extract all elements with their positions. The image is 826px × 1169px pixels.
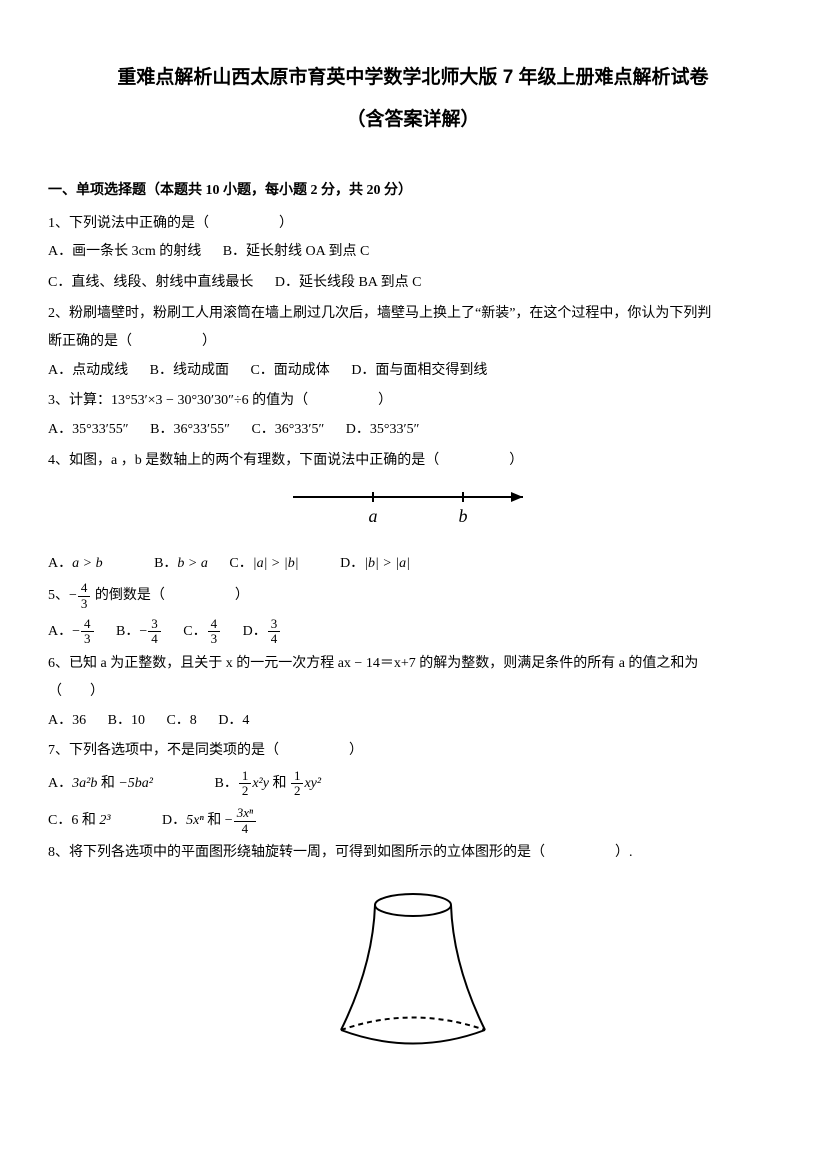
q4-opt-d: D．|b| > |a| <box>340 551 410 578</box>
q3-opt-b: B．36°33′55″ <box>150 417 230 444</box>
q2-stem-1: 2、粉刷墙壁时，粉刷工人用滚筒在墙上刷过几次后，墙壁马上换上了“新装”，在这个过… <box>48 301 778 328</box>
question-3: 3、计算：13°53′×3 − 30°30′30″÷6 的值为（ ） A．35°… <box>48 388 778 443</box>
question-6: 6、已知 a 为正整数，且关于 x 的一元一次方程 ax − 14＝x+7 的解… <box>48 651 778 735</box>
question-1: 1、下列说法中正确的是（ ） A．画一条长 3cm 的射线 B．延长射线 OA … <box>48 211 778 297</box>
q1-opt-b: B．延长射线 OA 到点 C <box>223 239 370 266</box>
q4-options: A．a > b B．b > a C．|a| > |b| D．|b| > |a| <box>48 551 778 578</box>
q2-opt-c: C．面动成体 <box>250 358 329 385</box>
q8-figure <box>48 875 778 1086</box>
q5-opt-a: A．−43 <box>48 617 95 647</box>
q2-opt-d: D．面与面相交得到线 <box>351 358 487 385</box>
q1-opt-a: A．画一条长 3cm 的射线 <box>48 239 201 266</box>
q6-stem-2: （ ） <box>48 679 778 706</box>
q4-opt-b: B．b > a <box>154 551 208 578</box>
q1-opt-d: D．延长线段 BA 到点 C <box>275 270 422 297</box>
q7-opt-d: D．5xⁿ 和 −3xⁿ4 <box>162 806 257 836</box>
q2-stem-2: 断正确的是（ ） <box>48 329 778 356</box>
q8-stem: 8、将下列各选项中的平面图形绕轴旋转一周，可得到如图所示的立体图形的是（ ）. <box>48 840 778 867</box>
q6-opt-d: D．4 <box>218 708 249 735</box>
q2-opt-a: A．点动成线 <box>48 358 128 385</box>
doc-subtitle: （含答案详解） <box>48 102 778 138</box>
question-2: 2、粉刷墙壁时，粉刷工人用滚筒在墙上刷过几次后，墙壁马上换上了“新装”，在这个过… <box>48 301 778 385</box>
q6-options: A．36 B．10 C．8 D．4 <box>48 708 778 735</box>
question-8: 8、将下列各选项中的平面图形绕轴旋转一周，可得到如图所示的立体图形的是（ ）. <box>48 840 778 1085</box>
svg-text:a: a <box>369 506 378 526</box>
question-5: 5、−43 的倒数是（ ） A．−43 B．−34 C．43 D．34 <box>48 581 778 646</box>
q7-opt-c: C．6 和 2³ <box>48 808 111 835</box>
q4-opt-c: C．|a| > |b| <box>229 551 298 578</box>
q7-options-row1: A．3a²b 和 −5ba² B．12x²y 和 12xy² <box>48 769 778 799</box>
q6-opt-b: B．10 <box>108 708 145 735</box>
q4-stem: 4、如图，a ，b 是数轴上的两个有理数，下面说法中正确的是（ ） <box>48 448 778 475</box>
q6-stem-1: 6、已知 a 为正整数，且关于 x 的一元一次方程 ax − 14＝x+7 的解… <box>48 651 778 678</box>
q5-options: A．−43 B．−34 C．43 D．34 <box>48 617 778 647</box>
q2-options: A．点动成线 B．线动成面 C．面动成体 D．面与面相交得到线 <box>48 358 778 385</box>
q7-options-row2: C．6 和 2³ D．5xⁿ 和 −3xⁿ4 <box>48 806 778 836</box>
q3-stem: 3、计算：13°53′×3 − 30°30′30″÷6 的值为（ ） <box>48 388 778 415</box>
q1-options-row2: C．直线、线段、射线中直线最长 D．延长线段 BA 到点 C <box>48 270 778 297</box>
q5-opt-d: D．34 <box>243 617 282 647</box>
svg-text:b: b <box>459 506 468 526</box>
q1-stem: 1、下列说法中正确的是（ ） <box>48 211 778 238</box>
q7-opt-a: A．3a²b 和 −5ba² <box>48 771 153 798</box>
q3-options: A．35°33′55″ B．36°33′55″ C．36°33′5″ D．35°… <box>48 417 778 444</box>
q4-figure: a b <box>48 482 778 543</box>
solid-3d-svg <box>313 875 513 1075</box>
q1-options-row1: A．画一条长 3cm 的射线 B．延长射线 OA 到点 C <box>48 239 778 266</box>
q3-opt-d: D．35°33′5″ <box>346 417 420 444</box>
q3-opt-c: C．36°33′5″ <box>251 417 324 444</box>
q5-stem: 5、−43 的倒数是（ ） <box>48 581 778 611</box>
question-7: 7、下列各选项中，不是同类项的是（ ） A．3a²b 和 −5ba² B．12x… <box>48 738 778 836</box>
q5-opt-c: C．43 <box>183 617 221 647</box>
q6-opt-a: A．36 <box>48 708 86 735</box>
doc-title: 重难点解析山西太原市育英中学数学北师大版 7 年级上册难点解析试卷 <box>48 60 778 96</box>
q5-opt-b: B．−34 <box>116 617 162 647</box>
q1-opt-c: C．直线、线段、射线中直线最长 <box>48 270 253 297</box>
number-line-svg: a b <box>283 482 543 532</box>
q7-opt-b: B．12x²y 和 12xy² <box>214 769 321 799</box>
q2-opt-b: B．线动成面 <box>150 358 229 385</box>
question-4: 4、如图，a ，b 是数轴上的两个有理数，下面说法中正确的是（ ） a b A．… <box>48 448 778 578</box>
q7-stem: 7、下列各选项中，不是同类项的是（ ） <box>48 738 778 765</box>
q6-opt-c: C．8 <box>166 708 196 735</box>
section-header: 一、单项选择题（本题共 10 小题，每小题 2 分，共 20 分） <box>48 178 778 205</box>
q3-opt-a: A．35°33′55″ <box>48 417 129 444</box>
q4-opt-a: A．a > b <box>48 551 103 578</box>
